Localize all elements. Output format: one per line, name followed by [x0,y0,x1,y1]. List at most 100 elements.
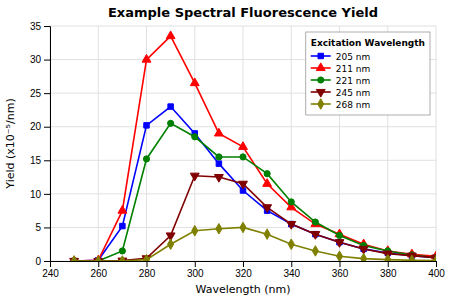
series-marker [120,223,125,228]
y-tick-mark [44,127,50,128]
legend-entry: 211 nm [311,63,371,74]
legend-swatch-marker [316,63,325,71]
series-marker [119,256,125,261]
y-tick-mark [44,261,50,262]
y-tick-mark [44,160,50,161]
legend-entry: 245 nm [311,88,371,98]
x-tick-mark [388,261,389,267]
series-marker [95,256,101,261]
y-tick: 15 [30,155,50,166]
x-grid-line [436,26,437,261]
x-tick-label: 280 [139,268,156,279]
x-tick: 400 [428,261,445,279]
x-tick-mark [98,261,99,267]
y-tick-label: 35 [30,21,42,32]
series [70,173,436,261]
y-tick: 35 [30,21,50,32]
series-marker [240,222,246,233]
x-tick-label: 380 [380,268,397,279]
series-marker [336,251,342,261]
series-line [74,123,436,261]
series-marker [361,253,367,261]
series [71,222,436,261]
series-marker [143,254,149,261]
y-tick-label: 15 [30,155,42,166]
series-marker [168,120,174,126]
y-tick: 5 [35,222,50,233]
x-tick-label: 300 [187,268,204,279]
x-tick-label: 240 [42,268,59,279]
series-marker [311,219,320,227]
series-marker [264,171,270,177]
series-marker [263,205,272,213]
series-marker [118,206,127,214]
plot-area [70,31,436,261]
x-tick: 360 [332,261,349,279]
series-marker [288,199,294,205]
series-marker [216,161,221,166]
series-marker [143,156,149,162]
series-marker [190,173,199,181]
y-tick-label: 30 [30,54,42,65]
x-tick: 340 [283,261,300,279]
legend-entry: 221 nm [311,76,371,86]
series-marker [239,181,248,189]
series-marker [311,232,320,240]
x-axis: 240 260 280 300 320 340 360 380 400 [42,261,445,279]
y-tick-mark [44,60,50,61]
series-marker [190,78,199,86]
series-marker [168,239,174,250]
y-tick: 20 [30,121,50,132]
series-marker [385,254,391,261]
series-marker [192,226,198,237]
series-marker [239,142,248,150]
y-tick-mark [44,26,50,27]
series-marker [216,154,222,160]
grid [50,26,436,261]
legend-swatch-marker [318,53,323,58]
y-tick: 30 [30,54,50,65]
x-tick-label: 320 [235,268,252,279]
series-line [74,176,436,261]
x-tick: 240 [42,261,59,279]
series-marker [142,54,151,62]
series-marker [287,222,296,230]
x-tick-mark [340,261,341,267]
series-line [74,227,436,261]
series-marker [312,246,318,257]
x-tick: 300 [187,261,204,279]
series-marker [336,232,342,238]
x-tick-mark [436,261,437,267]
y-axis-line [44,27,51,262]
series-marker [144,123,149,128]
legend: Excitation Wavelength 205 nm 211 nm 221 nm 2… [306,32,430,115]
x-tick-label: 360 [332,268,349,279]
x-grid-line [98,26,99,261]
x-tick-mark [291,261,292,267]
x-tick: 260 [90,261,107,279]
y-grid-line [50,26,436,27]
series-marker [71,256,77,261]
y-tick-label: 20 [30,121,42,132]
x-tick-label: 260 [90,268,107,279]
y-tick-label: 0 [35,256,41,267]
x-tick: 380 [380,261,397,279]
legend-label: 268 nm [336,100,371,110]
series [71,120,436,261]
x-tick-mark [195,261,196,267]
legend-entry: 268 nm [311,99,371,110]
x-tick-mark [243,261,244,267]
legend-label: 211 nm [336,64,371,74]
legend-label: 205 nm [336,52,371,62]
legend-entry: 205 nm [311,52,371,62]
series-marker [409,255,415,261]
x-tick-mark [147,261,148,267]
x-axis-line [51,262,437,268]
legend-label: 221 nm [336,76,371,86]
series-marker [263,179,272,187]
y-tick-label: 10 [30,189,42,200]
legend-title: Excitation Wavelength [311,38,425,48]
chart-title: Example Spectral Fluorescence Yield [108,5,378,20]
series-marker [216,224,222,235]
legend-swatch-marker [316,89,325,97]
